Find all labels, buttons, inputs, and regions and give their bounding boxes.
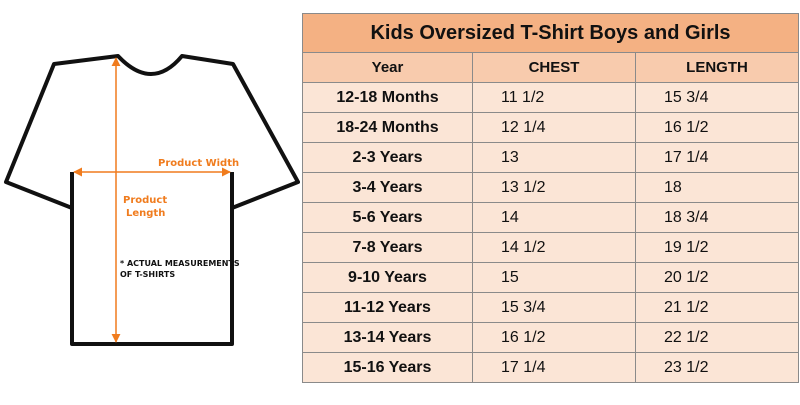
- table-row: 3-4 Years 13 1/2 18: [302, 172, 800, 203]
- row-chest: 13: [472, 142, 636, 173]
- row-length: 20 1/2: [634, 262, 800, 293]
- tshirt-outline-icon: [4, 54, 300, 346]
- row-year: 12-18 Months: [302, 82, 473, 113]
- row-chest: 16 1/2: [472, 322, 636, 353]
- table-row: 12-18 Months 11 1/2 15 3/4: [302, 82, 800, 113]
- table-title-row: Kids Oversized T-Shirt Boys and Girls: [301, 13, 800, 53]
- row-year: 9-10 Years: [302, 262, 473, 293]
- size-chart-table: Kids Oversized T-Shirt Boys and Girls Ye…: [301, 13, 800, 383]
- table-row: 15-16 Years 17 1/4 23 1/2: [302, 352, 800, 383]
- row-length: 18: [634, 172, 800, 203]
- row-year: 18-24 Months: [302, 112, 473, 143]
- table-row: 9-10 Years 15 20 1/2: [302, 262, 800, 293]
- row-year: 3-4 Years: [302, 172, 473, 203]
- measurement-note: * ACTUAL MEASUREMENTS OF T-SHIRTS: [120, 259, 240, 279]
- header-length: LENGTH: [634, 52, 800, 83]
- row-length: 16 1/2: [634, 112, 800, 143]
- table-row: 7-8 Years 14 1/2 19 1/2: [302, 232, 800, 263]
- table-row: 2-3 Years 13 17 1/4: [302, 142, 800, 173]
- table-row: 5-6 Years 14 18 3/4: [302, 202, 800, 233]
- row-length: 21 1/2: [634, 292, 800, 323]
- table-row: 13-14 Years 16 1/2 22 1/2: [302, 322, 800, 353]
- row-year: 15-16 Years: [302, 352, 473, 383]
- row-year: 13-14 Years: [302, 322, 473, 353]
- row-chest: 14 1/2: [472, 232, 636, 263]
- table-row: 18-24 Months 12 1/4 16 1/2: [302, 112, 800, 143]
- row-chest: 15 3/4: [472, 292, 636, 323]
- row-chest: 13 1/2: [472, 172, 636, 203]
- tshirt-diagram: Product Width Product Length * ACTUAL ME…: [0, 0, 300, 405]
- table-title: Kids Oversized T-Shirt Boys and Girls: [301, 13, 800, 53]
- row-year: 5-6 Years: [302, 202, 473, 233]
- row-length: 17 1/4: [634, 142, 800, 173]
- row-chest: 17 1/4: [472, 352, 636, 383]
- row-length: 18 3/4: [634, 202, 800, 233]
- header-year: Year: [302, 52, 473, 83]
- row-length: 22 1/2: [634, 322, 800, 353]
- product-length-label-line1: Product: [123, 195, 168, 206]
- row-length: 15 3/4: [634, 82, 800, 113]
- row-year: 11-12 Years: [302, 292, 473, 323]
- product-length-label-line2: Length: [126, 208, 166, 219]
- row-length: 19 1/2: [634, 232, 800, 263]
- row-length: 23 1/2: [634, 352, 800, 383]
- row-chest: 12 1/4: [472, 112, 636, 143]
- row-chest: 15: [472, 262, 636, 293]
- product-width-label: Product Width: [158, 158, 240, 169]
- row-chest: 14: [472, 202, 636, 233]
- row-year: 7-8 Years: [302, 232, 473, 263]
- row-year: 2-3 Years: [302, 142, 473, 173]
- table-row: 11-12 Years 15 3/4 21 1/2: [302, 292, 800, 323]
- header-chest: CHEST: [472, 52, 636, 83]
- table-header-row: Year CHEST LENGTH: [302, 52, 800, 83]
- row-chest: 11 1/2: [472, 82, 636, 113]
